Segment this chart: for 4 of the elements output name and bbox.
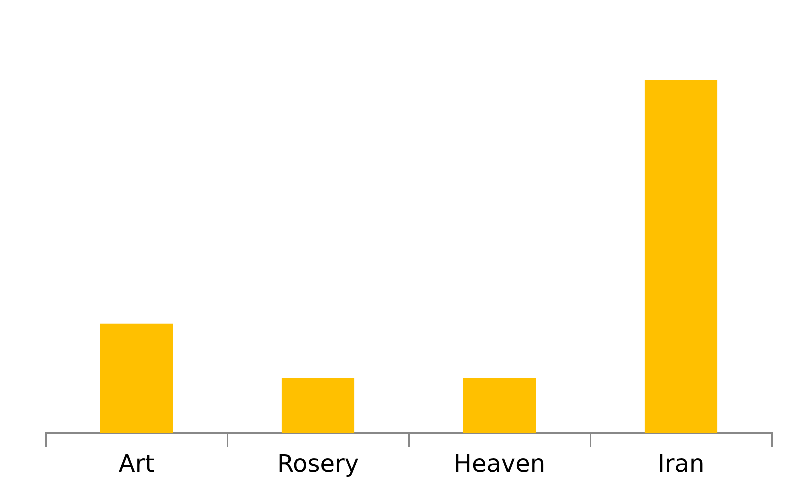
x-tick-label: Heaven: [454, 450, 546, 478]
x-tick-label: Art: [118, 450, 155, 478]
x-tick-label: Iran: [658, 450, 705, 478]
x-tick-label: Rosery: [277, 450, 360, 478]
